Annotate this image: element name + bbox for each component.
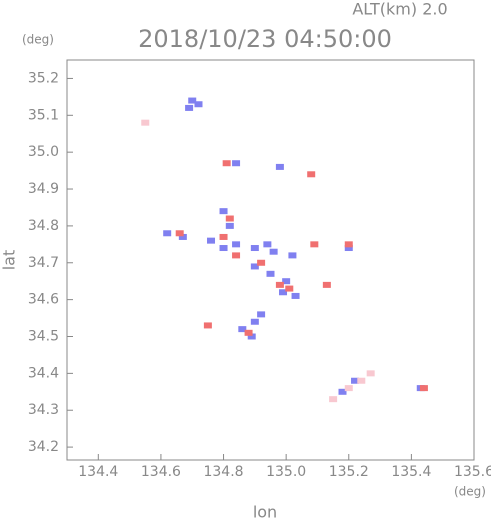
- chart-title: 2018/10/23 04:50:00: [138, 25, 392, 53]
- y-tick-label: 34.9: [28, 181, 59, 197]
- echo-point: [275, 163, 284, 170]
- y-tick-label: 35.0: [28, 144, 59, 160]
- y-tick-label: 34.6: [28, 292, 59, 308]
- echo-point: [250, 263, 259, 270]
- echo-point: [238, 326, 247, 333]
- echo-point: [275, 281, 284, 288]
- y-unit: (deg): [22, 33, 54, 47]
- echo-point: [257, 311, 266, 318]
- echo-point: [282, 278, 291, 285]
- echo-point: [329, 396, 338, 403]
- echo-point: [244, 329, 253, 336]
- echo-point: [219, 245, 228, 252]
- echo-point: [178, 233, 187, 240]
- echo-point: [141, 119, 150, 126]
- echo-point: [307, 171, 316, 178]
- echo-point: [357, 377, 366, 384]
- echo-point: [338, 388, 347, 395]
- y-tick-label: 34.7: [28, 255, 59, 271]
- echo-point: [219, 208, 228, 215]
- echo-point: [194, 101, 203, 108]
- echo-point: [232, 252, 241, 259]
- x-tick-label: 134.8: [203, 464, 243, 480]
- echo-point: [247, 333, 256, 340]
- echo-point: [288, 252, 297, 259]
- y-tick-label: 34.2: [28, 439, 59, 455]
- echo-point: [250, 245, 259, 252]
- echo-point: [263, 241, 272, 248]
- echo-point: [257, 259, 266, 266]
- echo-point: [225, 215, 234, 222]
- echo-point: [266, 270, 275, 277]
- plot-frame: [66, 59, 475, 461]
- y-axis-label: lat: [0, 250, 19, 271]
- x-tick-label: 134.6: [141, 464, 181, 480]
- echo-point: [185, 104, 194, 111]
- x-unit: (deg): [454, 485, 486, 499]
- x-tick-label: 135.6: [454, 464, 491, 480]
- echo-point: [285, 285, 294, 292]
- y-tick-label: 35.1: [28, 107, 59, 123]
- echo-point: [219, 233, 228, 240]
- x-axis-label: lon: [253, 503, 277, 521]
- echo-point: [419, 385, 428, 392]
- echo-point: [222, 160, 231, 167]
- echo-point: [310, 241, 319, 248]
- echo-point: [366, 370, 375, 377]
- echo-point: [232, 241, 241, 248]
- y-tick-label: 35.2: [28, 70, 59, 86]
- echo-point: [291, 292, 300, 299]
- echo-point: [232, 160, 241, 167]
- x-tick-label: 135.2: [329, 464, 369, 480]
- echo-point: [188, 97, 197, 104]
- echo-point: [344, 241, 353, 248]
- echo-point: [279, 289, 288, 296]
- echo-point: [207, 237, 216, 244]
- echo-point: [344, 385, 353, 392]
- echo-point: [203, 322, 212, 329]
- y-tick-label: 34.3: [28, 402, 59, 418]
- chart-subtitle: ALT(km) 2.0: [352, 0, 447, 19]
- y-tick-label: 34.8: [28, 218, 59, 234]
- x-tick-label: 135.4: [391, 464, 431, 480]
- echo-point: [269, 248, 278, 255]
- y-tick-label: 34.5: [28, 328, 59, 344]
- echo-point: [163, 230, 172, 237]
- echo-point: [250, 318, 259, 325]
- echo-point: [344, 245, 353, 252]
- echo-point: [351, 377, 360, 384]
- x-tick-label: 134.4: [78, 464, 118, 480]
- x-tick-label: 135.0: [266, 464, 306, 480]
- echo-point: [225, 222, 234, 229]
- echo-point: [322, 281, 331, 288]
- echo-point: [175, 230, 184, 237]
- y-tick-label: 34.4: [28, 365, 59, 381]
